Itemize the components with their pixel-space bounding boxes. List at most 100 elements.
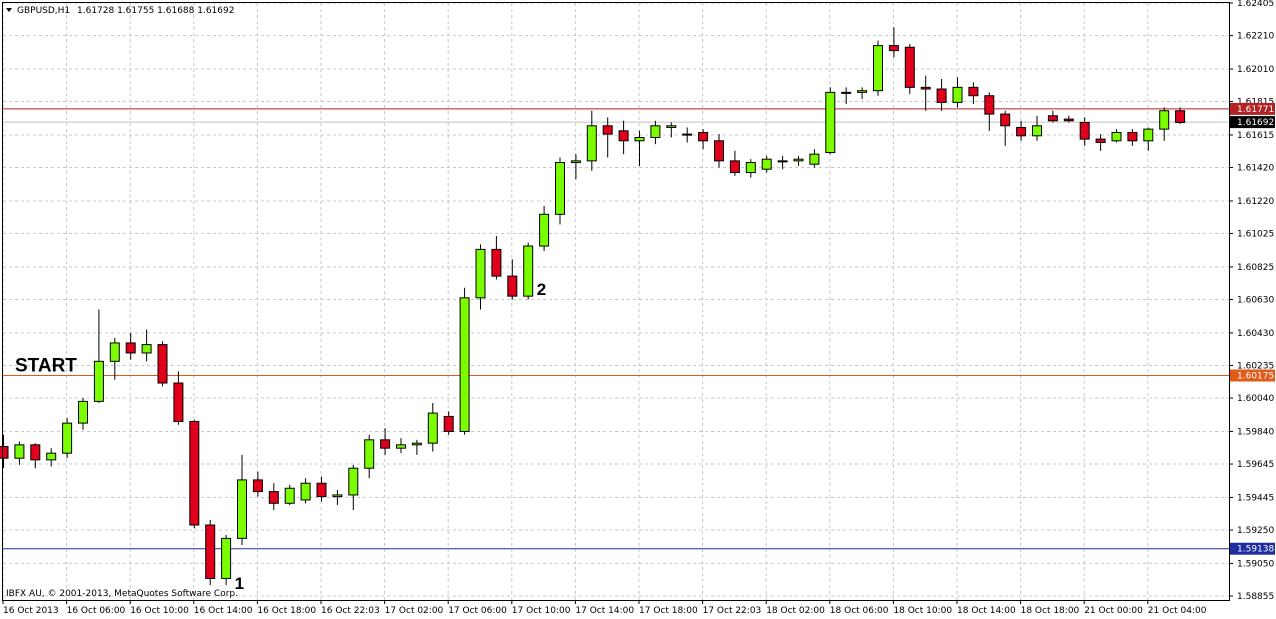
candle-bear [936,88,947,103]
candle-bull [348,467,359,496]
candle-bull [841,91,852,94]
candle-bull [332,494,343,498]
candle-bull [650,125,661,138]
chart-ohlc: 1.61728 1.61755 1.61688 1.61692 [77,6,234,16]
candle-bull [777,160,788,163]
price-tag-label: 1.61771 [1237,105,1274,115]
y-tick-label: 1.61220 [1237,197,1274,207]
price-tag-box [1230,102,1275,115]
candle-bull [46,452,57,461]
y-tick-label: 1.60430 [1237,329,1274,339]
y-tick-label: 1.60235 [1237,361,1274,371]
candle-bull [523,245,534,297]
candle-bear [1127,131,1138,142]
candle-bear [1047,115,1058,122]
x-tick-label: 16 Oct 06:00 [67,606,126,616]
candle-bear [729,160,740,174]
candle-bull [78,400,88,424]
x-tick-label: 16 Oct 22:03 [321,606,380,616]
x-tick-label: 16 Oct 2013 [3,606,59,616]
candles [0,27,1186,586]
candle-bull [873,45,883,92]
candle-bull [141,344,152,354]
price-tag-box [1230,542,1275,555]
candle-bull [62,422,73,454]
candle-bear [904,46,915,88]
candle-bull [93,360,104,402]
candle-bear [1175,110,1186,123]
candle-bull [1159,110,1170,130]
candle-bear [602,125,613,135]
candle-bear [968,86,979,97]
candle-bear [173,382,184,422]
candle-bear [125,342,136,354]
candle-bull [300,482,311,501]
candle-bull [634,136,645,142]
candle-bull [1032,125,1042,137]
candle-bear [888,45,899,52]
y-tick-label: 1.59050 [1237,559,1274,569]
y-tick-label: 1.59250 [1237,526,1274,536]
candle-bear [316,482,327,498]
price-tag-box [1230,116,1275,129]
y-tick-label: 1.62010 [1237,65,1274,75]
y-tick-label: 1.61420 [1237,164,1274,174]
candle-bear [30,444,41,461]
price-line-tags: 1.61771 1.61692 1.60175 1.59138 [1230,102,1275,555]
candle-bear [380,439,391,449]
candle-bear [1079,121,1090,140]
candle-bull [555,162,565,215]
y-tick-label: 1.61025 [1237,230,1274,240]
candle-bear [491,248,502,277]
candle-bear [268,491,279,504]
candle-bull [570,160,581,164]
candle-bull [682,133,693,136]
candle-bull [586,125,597,162]
candle-bear [507,275,518,297]
x-tick-label: 17 Oct 02:00 [385,606,444,616]
y-tick-label: 1.59840 [1237,427,1274,437]
x-tick-label: 17 Oct 14:00 [575,606,634,616]
price-tag-label: 1.61692 [1237,118,1274,128]
candle-bull [952,86,963,103]
candle-bear [698,131,709,142]
x-tick-label: 21 Oct 00:00 [1084,606,1143,616]
candle-bull [396,444,406,449]
x-tick-label: 17 Oct 22:03 [703,606,762,616]
y-tick-label: 1.59445 [1237,493,1274,503]
copyright-text: IBFX AU, © 2001-2013, MetaQuotes Softwar… [6,589,238,599]
candle-bear [618,130,629,142]
candle-bull [475,248,486,299]
candle-bull [237,479,247,539]
x-tick-label: 16 Oct 14:00 [194,606,253,616]
y-tick-label: 1.61615 [1237,131,1274,141]
candle-bull [809,153,820,165]
y-tick-label: 1.58855 [1237,592,1274,602]
candle-bull [539,213,550,247]
menu-triangle-icon[interactable] [6,8,12,12]
candle-bull [825,91,836,154]
candle-bear [1095,138,1106,143]
price-lines [3,108,1229,550]
candle-bear [1000,113,1011,127]
candle-bull [459,297,470,432]
price-tag-label: 1.59138 [1237,545,1274,555]
candle-bull [857,90,868,93]
x-tick-label: 18 Oct 18:00 [1021,606,1080,616]
candle-bull [1143,128,1154,142]
candle-bear [1016,126,1027,137]
candle-bear [0,445,9,459]
y-tick-label: 1.62210 [1237,32,1274,42]
y-tick-label: 1.60630 [1237,296,1274,306]
y-tick-label: 1.60825 [1237,263,1274,273]
candle-bear [252,479,263,493]
candle-bear [1063,118,1074,122]
candle-bear [984,95,995,115]
candle-bull [793,158,804,162]
price-tag-label: 1.60175 [1237,372,1274,382]
x-tick-label: 17 Oct 18:00 [639,606,698,616]
candle-bull [284,487,295,504]
annotations: START 1 2 [15,280,546,593]
candle-bull [411,442,422,446]
candle-bear [443,415,454,432]
